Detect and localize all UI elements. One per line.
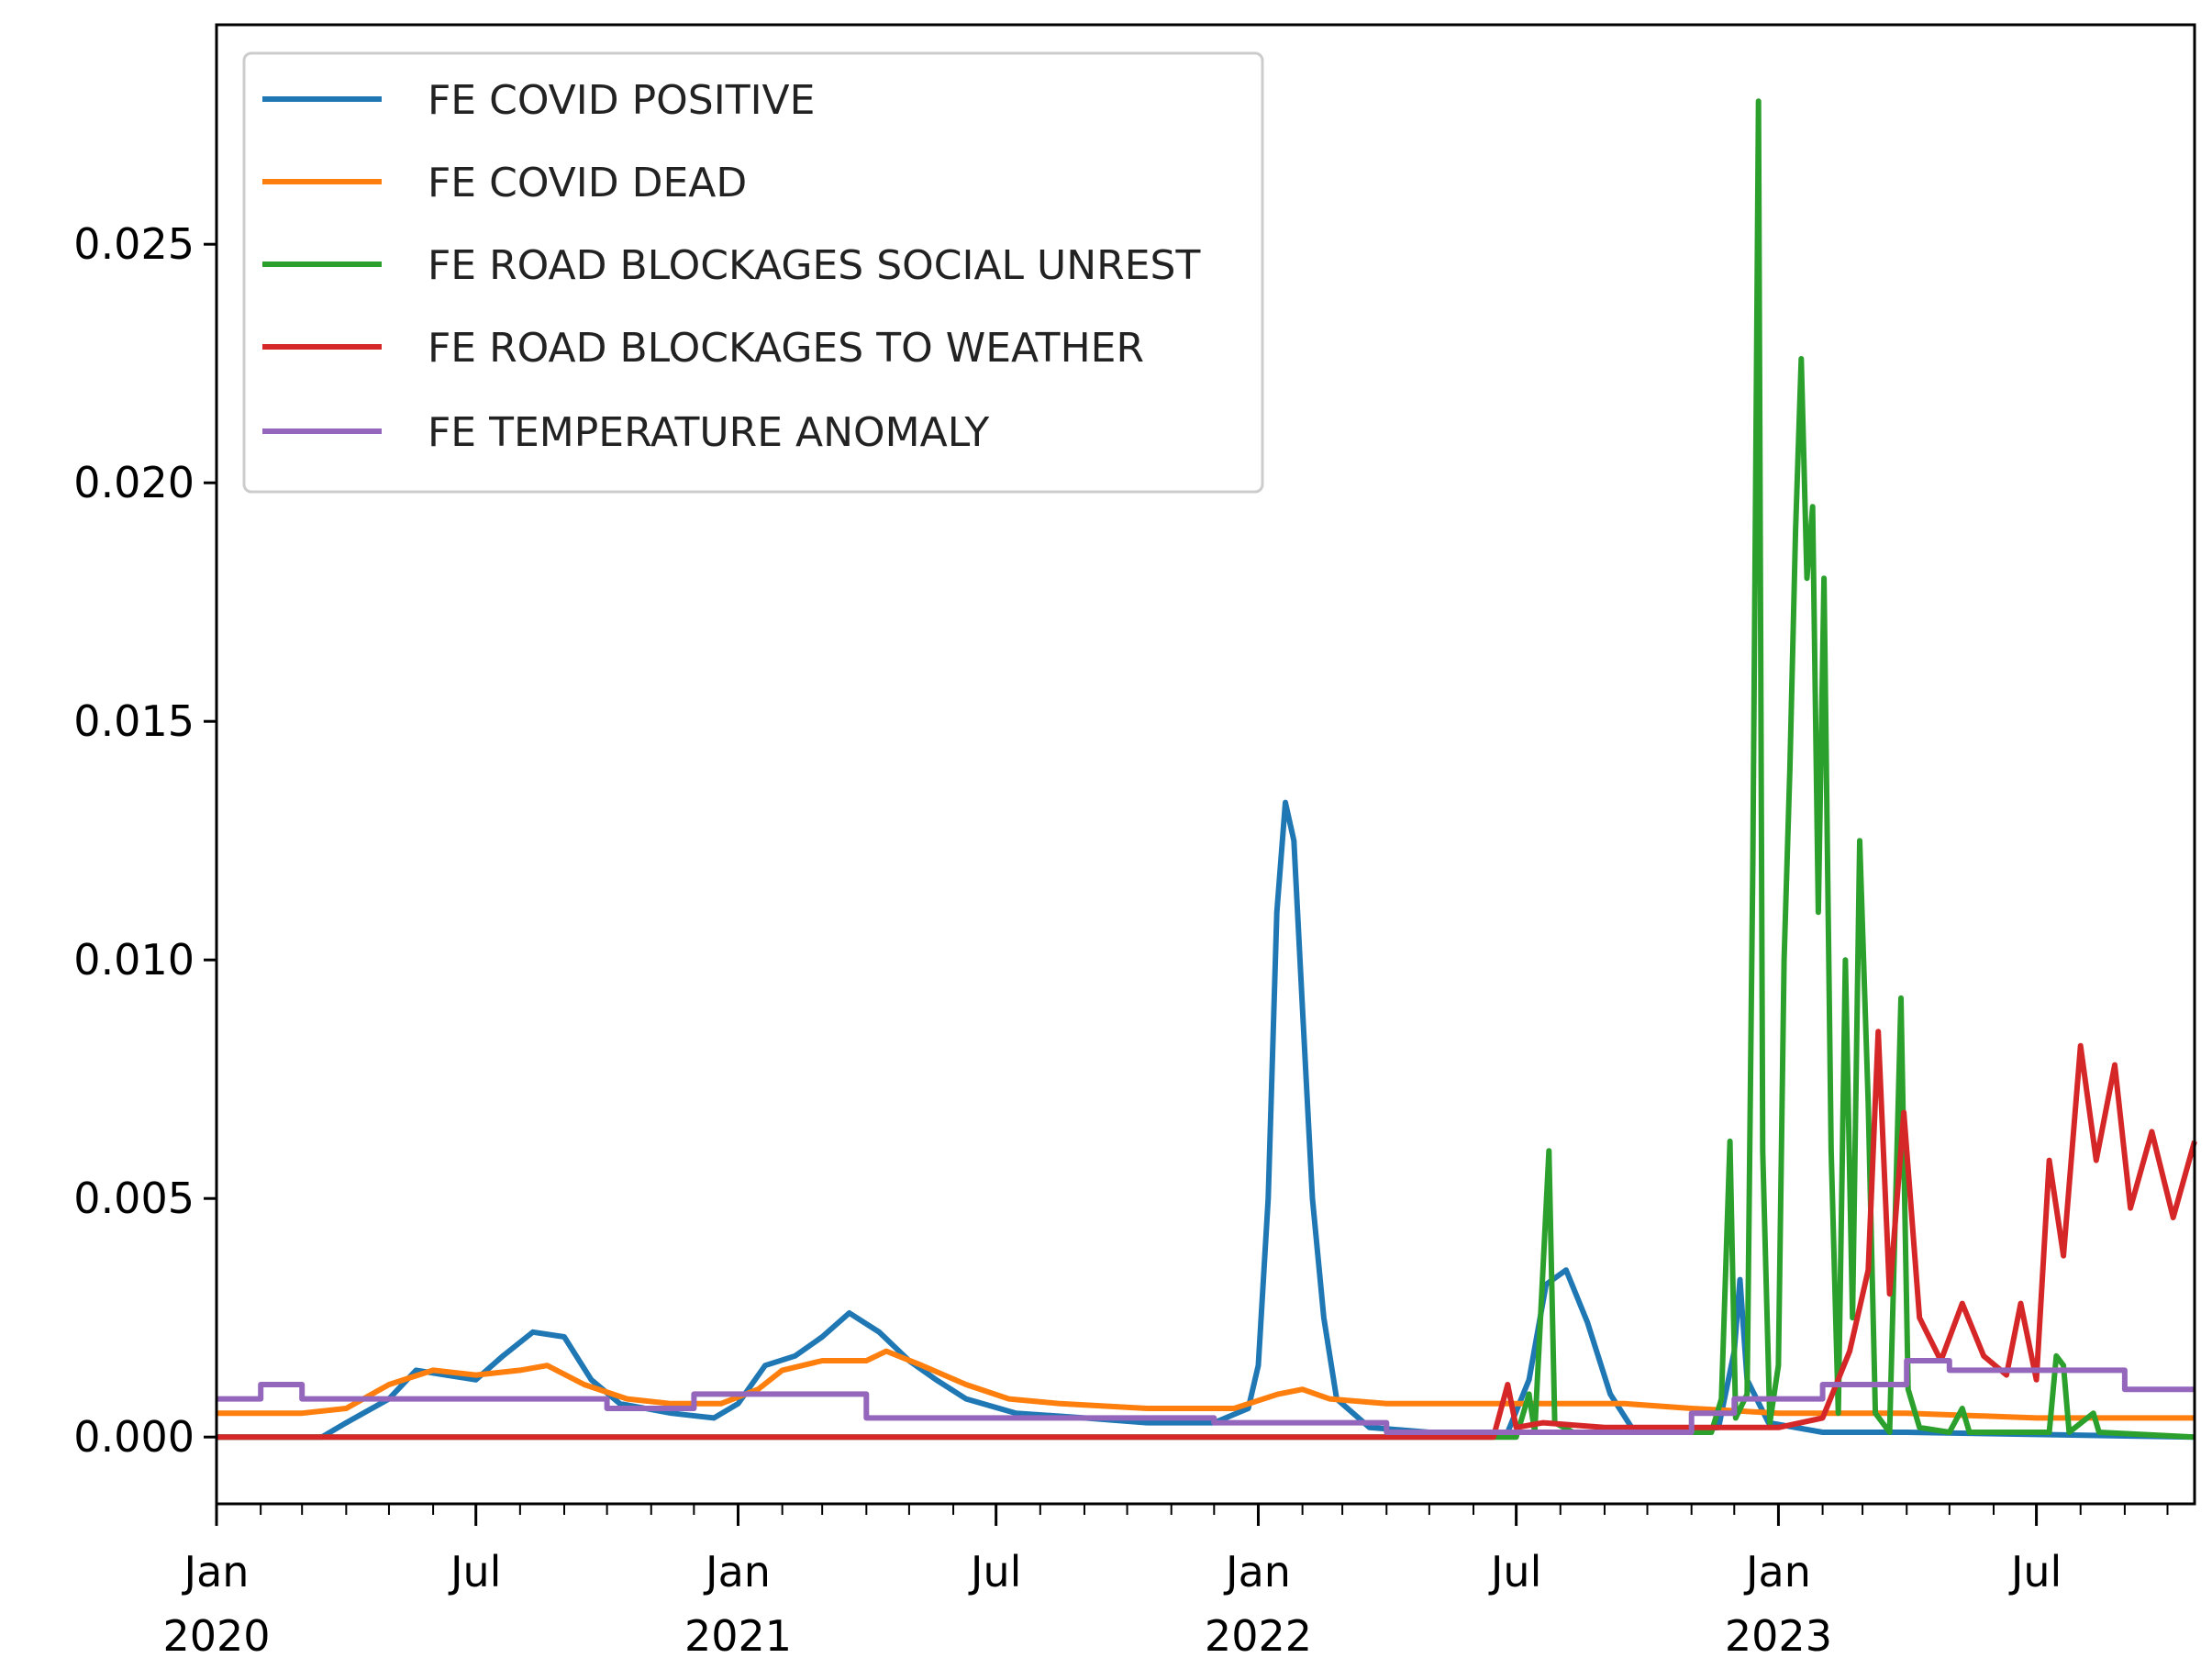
series-line-fe-temperature-anomaly <box>217 1358 2195 1435</box>
legend-label-weather: FE ROAD BLOCKAGES TO WEATHER <box>428 325 1144 372</box>
x-tick-label: Jul <box>1488 1547 1542 1597</box>
legend-label-temperature: FE TEMPERATURE ANOMALY <box>428 409 989 456</box>
x-tick-label: Jan <box>1223 1547 1291 1597</box>
y-tick-label: 0.020 <box>73 458 195 507</box>
x-tick-label: 2022 <box>1205 1611 1312 1661</box>
plot-frame <box>215 23 2196 1506</box>
y-tick-label: 0.005 <box>73 1174 195 1223</box>
x-axis: Jan 2020 Jul Jan 2021 Jul Jan 2022 Jul Jan 2023 Jul <box>162 1504 2169 1661</box>
legend-label-covid-positive: FE COVID POSITIVE <box>428 77 815 124</box>
series-layer <box>217 98 2197 1441</box>
series-line-fe-covid-dead <box>217 1348 2195 1421</box>
x-tick-label: Jul <box>2008 1547 2062 1597</box>
y-tick-label: 0.015 <box>73 696 195 746</box>
x-tick-label: Jan <box>1743 1547 1811 1597</box>
y-tick-label: 0.025 <box>73 219 195 269</box>
x-tick-label: Jan <box>182 1547 250 1597</box>
x-tick-label: Jul <box>968 1547 1022 1597</box>
y-axis: 0.000 0.005 0.010 0.015 0.020 0.025 <box>73 219 217 1462</box>
y-tick-label: 0.000 <box>73 1412 195 1462</box>
legend-label-social-unrest: FE ROAD BLOCKAGES SOCIAL UNREST <box>428 242 1200 289</box>
x-tick-label: 2023 <box>1725 1611 1832 1661</box>
legend-label-covid-dead: FE COVID DEAD <box>428 160 747 206</box>
x-tick-label: 2020 <box>162 1611 270 1661</box>
y-tick-label: 0.010 <box>73 935 195 985</box>
series-line-fe-road-blockages-to-weather <box>217 1029 2197 1441</box>
legend: FE COVID POSITIVE FE COVID DEAD FE ROAD … <box>242 51 1264 494</box>
x-tick-label: Jan <box>703 1547 771 1597</box>
x-tick-label: 2021 <box>684 1611 792 1661</box>
x-tick-label: Jul <box>448 1547 502 1597</box>
legend-box <box>242 51 1264 494</box>
